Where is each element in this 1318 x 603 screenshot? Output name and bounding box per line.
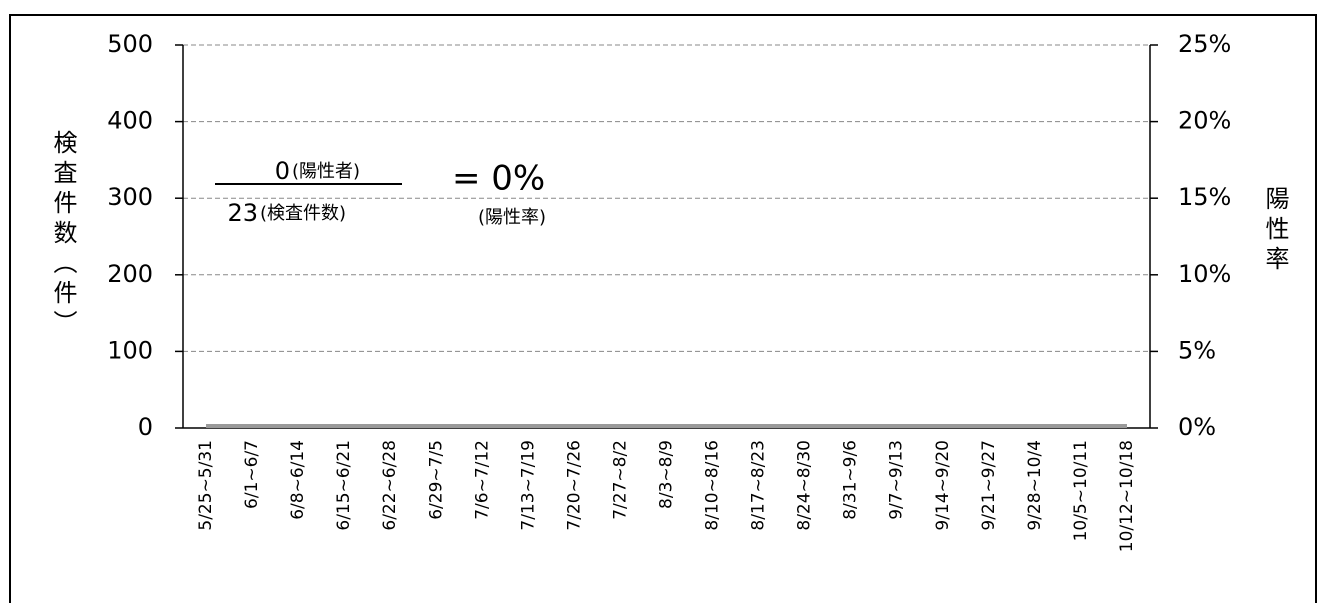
x-tick-label: 6/8~6/14 — [288, 440, 308, 520]
x-tick-label: 7/6~7/12 — [472, 440, 492, 520]
y-tick-label: 0 — [138, 413, 153, 441]
x-tick-label: 10/5~10/11 — [1071, 440, 1091, 541]
x-tick-label: 8/17~8/23 — [749, 440, 769, 531]
y2-tick-label: 5% — [1178, 336, 1216, 364]
x-tick-label: 6/15~6/21 — [334, 440, 354, 531]
y-tick-label: 300 — [107, 183, 153, 211]
x-tick-label: 7/27~8/2 — [610, 440, 630, 520]
x-tick-label: 8/24~8/30 — [795, 440, 815, 531]
annotation: = 0% — [452, 159, 545, 199]
y2-axis-label: 陽性率 — [1261, 186, 1289, 276]
frame — [9, 14, 1317, 603]
y2-tick-label: 10% — [1178, 260, 1231, 288]
y-tick-label: 500 — [107, 30, 153, 58]
x-tick-label: 9/14~9/20 — [933, 440, 953, 531]
x-tick-label: 7/13~7/19 — [518, 440, 538, 531]
x-tick-label: 8/10~8/16 — [703, 440, 723, 531]
x-tick-label: 6/29~7/5 — [426, 440, 446, 520]
x-tick-label: 7/20~7/26 — [564, 440, 584, 531]
annotation: 23 — [227, 199, 258, 227]
annotation: (検査件数) — [260, 203, 346, 224]
x-tick-label: 9/7~9/13 — [887, 440, 907, 520]
y-axis-label: 検査件数（件） — [49, 130, 77, 340]
x-tick-label: 9/28~10/4 — [1025, 440, 1045, 531]
x-tick-label: 6/1~6/7 — [242, 440, 262, 509]
y2-tick-label: 20% — [1178, 107, 1231, 135]
x-tick-label: 8/31~9/6 — [841, 440, 861, 520]
annotation: 0 — [275, 157, 290, 185]
x-tick-label: 5/25~5/31 — [196, 440, 216, 531]
x-tick-label: 8/3~8/9 — [657, 440, 677, 509]
x-tick-label: 9/21~9/27 — [979, 440, 999, 531]
y2-tick-label: 15% — [1178, 183, 1231, 211]
y2-tick-label: 25% — [1178, 30, 1231, 58]
y-tick-label: 100 — [107, 336, 153, 364]
y2-tick-label: 0% — [1178, 413, 1216, 441]
annotation: (陽性率) — [478, 207, 546, 228]
x-tick-label: 10/12~10/18 — [1117, 440, 1137, 552]
x-tick-label: 6/22~6/28 — [380, 440, 400, 531]
y-tick-label: 400 — [107, 107, 153, 135]
y-tick-label: 200 — [107, 260, 153, 288]
annotation: (陽性者) — [292, 161, 360, 182]
